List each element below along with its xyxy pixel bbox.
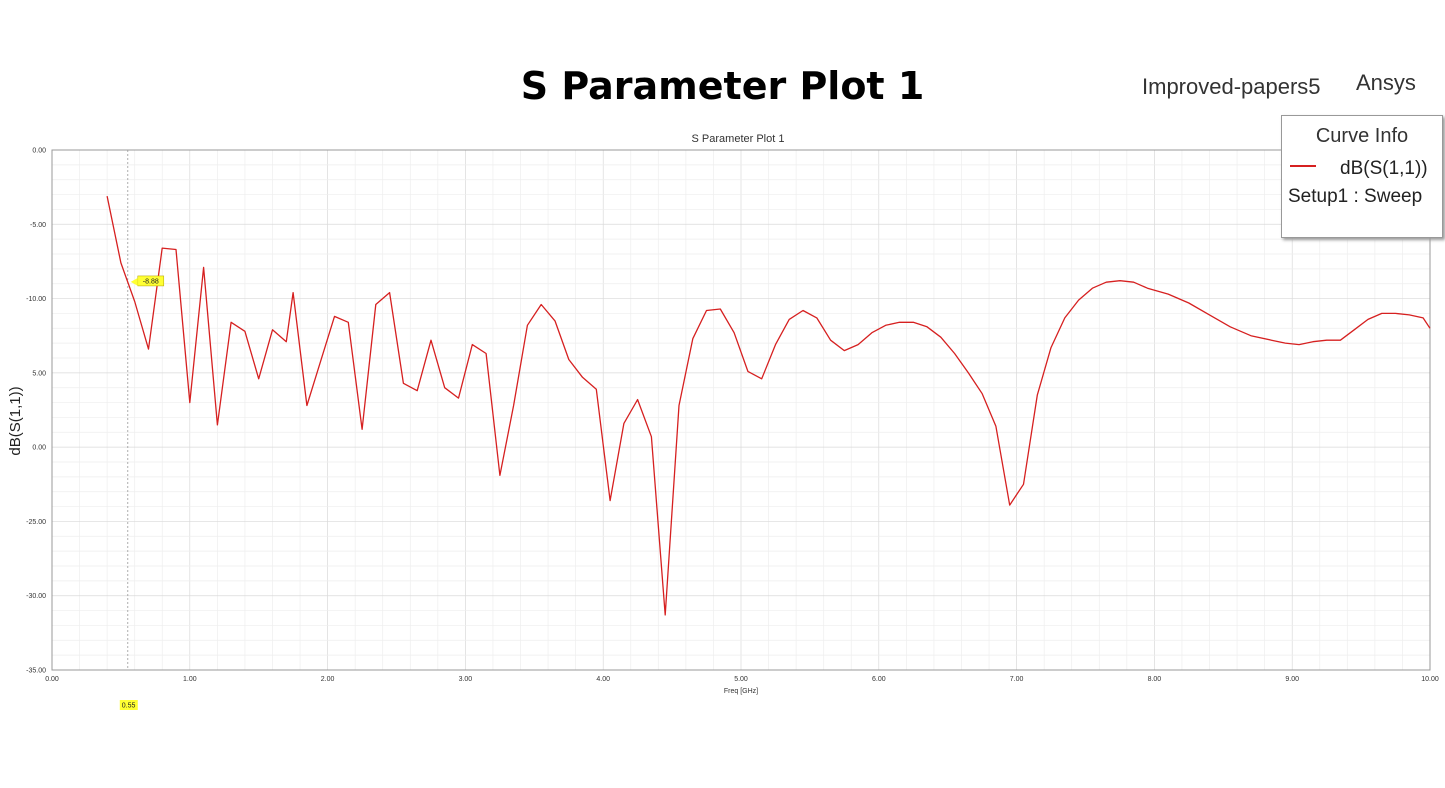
legend-curve-swatch bbox=[1290, 165, 1316, 167]
x-axis-label: Freq [GHz] bbox=[724, 688, 758, 695]
y-tick-label: 5.00 bbox=[32, 370, 46, 377]
chart-title: S Parameter Plot 1 bbox=[692, 133, 785, 145]
project-name: Improved-papers5 bbox=[1142, 74, 1321, 99]
y-tick-label: -5.00 bbox=[30, 222, 46, 229]
x-tick-label: 1.00 bbox=[183, 676, 197, 683]
marker-value-label: -8.88 bbox=[143, 278, 159, 285]
marker-pointer bbox=[130, 277, 138, 286]
y-tick-label: -30.00 bbox=[26, 593, 46, 600]
plot-grid bbox=[51, 149, 1431, 671]
legend-title: Curve Info bbox=[1315, 125, 1409, 147]
marker-x-flag[interactable]: 0.55 bbox=[119, 700, 138, 710]
x-tick-label: 4.00 bbox=[596, 676, 610, 683]
x-tick-label: 6.00 bbox=[872, 676, 886, 683]
x-tick-label: 7.00 bbox=[1010, 676, 1024, 683]
marker-x-bg bbox=[119, 700, 138, 710]
x-tick-label: 3.00 bbox=[459, 676, 473, 683]
y-axis-label: dB(S(1,1)) bbox=[7, 386, 24, 455]
y-tick-label: 0.00 bbox=[32, 148, 46, 155]
legend-curve-name[interactable]: dB(S(1,1)) bbox=[1340, 158, 1428, 179]
series-line-dB(S(1,1))[interactable] bbox=[106, 195, 1431, 616]
brand-name: Ansys bbox=[1356, 70, 1416, 95]
x-tick-label: 2.00 bbox=[321, 676, 335, 683]
x-axis-ticks: 0.00 1.00 2.00 3.00 4.00 5.00 6.00 7.00 8.00 9.00… bbox=[45, 676, 1439, 683]
legend-setup: Setup1 : Sweep bbox=[1288, 186, 1423, 207]
plot-frame bbox=[51, 149, 1431, 671]
y-tick-label: -25.00 bbox=[26, 519, 46, 526]
series-group bbox=[106, 195, 1431, 616]
y-tick-label: -10.00 bbox=[26, 296, 46, 303]
x-tick-label: 8.00 bbox=[1148, 676, 1162, 683]
y-axis-ticks: 0.00 -5.00 -10.00 5.00 0.00 -25.00 -30.00 -35.0… bbox=[26, 148, 46, 675]
page-title: S Parameter Plot 1 bbox=[520, 64, 925, 108]
x-tick-label: 9.00 bbox=[1285, 676, 1299, 683]
x-tick-label: 0.00 bbox=[45, 676, 59, 683]
y-tick-label: -35.00 bbox=[26, 668, 46, 675]
curve-info-legend[interactable]: Curve Info dB(S(1,1)) Setup1 : Sweep bbox=[1281, 115, 1443, 238]
marker-value-flag[interactable]: -8.88 bbox=[130, 275, 165, 287]
marker-x-label: 0.55 bbox=[122, 703, 136, 710]
x-tick-label: 10.00 bbox=[1421, 676, 1439, 683]
x-tick-label: 5.00 bbox=[734, 676, 748, 683]
y-tick-label: 0.00 bbox=[32, 445, 46, 452]
